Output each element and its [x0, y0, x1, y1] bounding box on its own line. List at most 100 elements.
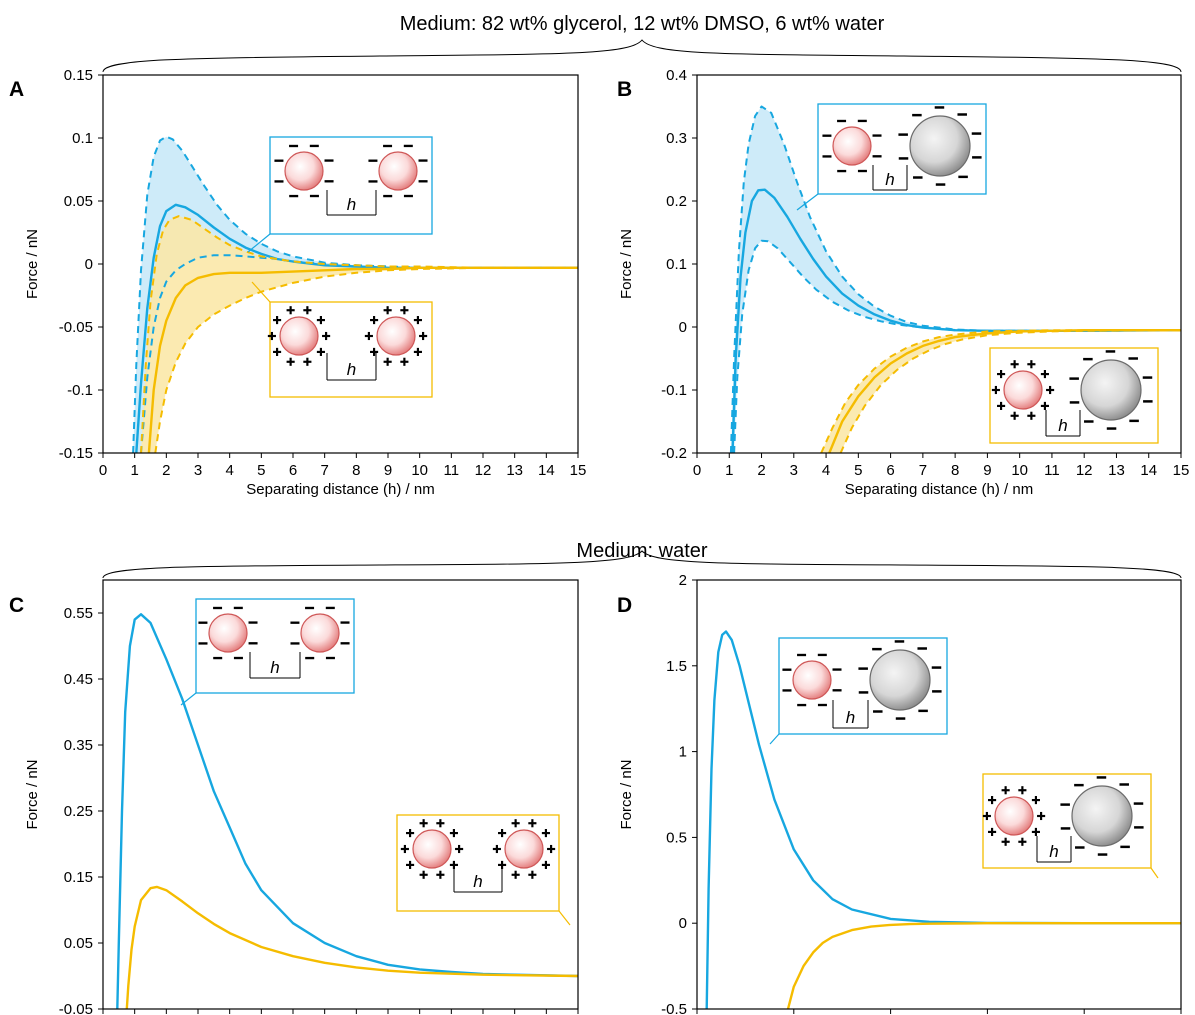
negative-charge-icon [932, 690, 942, 693]
panel-c-ytick-label: 0.35 [64, 737, 93, 754]
panel-d-blue-solid-line-0 [705, 630, 1181, 1009]
negative-charge-icon [418, 180, 428, 183]
panel-a-xtick-label: 7 [320, 462, 328, 479]
top-medium-label: Medium: 82 wt% glycerol, 12 wt% DMSO, 6 … [400, 13, 885, 35]
negative-charge-icon [832, 689, 842, 692]
negative-charge-icon [309, 144, 319, 148]
panel-b-xtick-label: 7 [919, 462, 927, 479]
negative-charge-icon [1105, 350, 1116, 353]
panel-a-negative-negative-inset: h [247, 136, 433, 253]
negative-charge-icon [248, 621, 258, 624]
negative-charge-icon [1134, 826, 1144, 829]
panel-a-xtick-label: 2 [162, 462, 170, 479]
panel-a-xtick-label: 0 [99, 462, 107, 479]
negative-charge-icon [913, 176, 923, 179]
negative-charge-icon [1133, 802, 1144, 805]
panel-c-negative-negative-inset: h [180, 598, 355, 706]
negative-charge-icon [1119, 783, 1129, 786]
negative-charge-icon [383, 144, 393, 148]
negative-charge-icon [340, 621, 350, 624]
panel-b-xtick-label: 5 [854, 462, 862, 479]
panel-b-yellow-dashed-line-5 [839, 329, 1181, 453]
negative-charge-icon [931, 666, 942, 669]
negative-charge-icon [233, 606, 243, 610]
panel-b-xlabel: Separating distance (h) / nm [845, 481, 1033, 498]
negative-charge-icon [1143, 400, 1153, 403]
negative-charge-icon [324, 159, 334, 162]
panel-a-xtick-label: 11 [444, 462, 460, 479]
panel-d-negative-gray-inset: h [769, 637, 948, 745]
negative-charge-icon [1128, 357, 1138, 360]
negative-charge-icon [858, 667, 868, 670]
panel-a-ytick-label: -0.05 [59, 319, 93, 336]
negative-charge-icon [837, 169, 847, 173]
panel-b-xtick-label: 8 [951, 462, 959, 479]
panel-d-ytick-label: 1.5 [666, 658, 687, 675]
panel-a-blue-solid-line-0 [135, 203, 578, 453]
negative-charge-icon [368, 159, 378, 162]
panel-b-negative-gray-inset: h [796, 103, 987, 211]
negative-charge-icon [872, 647, 882, 651]
panel-b-xtick-label: 12 [1076, 462, 1093, 479]
panel-a-ylabel: Force / nN [24, 229, 41, 299]
panel-a-xtick-label: 13 [506, 462, 523, 479]
negative-charge-icon [274, 159, 284, 162]
negative-particle-icon [822, 119, 882, 173]
negative-charge-icon [894, 640, 905, 643]
negative-charge-icon [213, 656, 223, 660]
panel-b-positive-gray-inset: h [989, 347, 1159, 444]
panel-d-ytick-label: 0 [679, 915, 687, 932]
panel-a-xtick-label: 3 [194, 462, 202, 479]
separation-h-label: h [347, 195, 356, 214]
gray-surface-particle-icon [1069, 350, 1153, 430]
negative-particle-icon [198, 606, 258, 660]
panel-d-ytick-label: 2 [679, 572, 687, 589]
panel-letter-a: A [9, 78, 24, 101]
negative-charge-icon [383, 194, 393, 198]
negative-charge-icon [1084, 420, 1094, 423]
negative-particle-icon [290, 606, 350, 660]
negative-charge-icon [340, 642, 350, 645]
negative-charge-icon [817, 703, 827, 707]
negative-charge-icon [858, 691, 869, 694]
panel-b-xtick-label: 10 [1011, 462, 1028, 479]
panel-a-xlabel: Separating distance (h) / nm [246, 481, 434, 498]
panel-a-ytick-label: 0.1 [72, 130, 93, 147]
negative-charge-icon [1060, 827, 1071, 830]
separation-h-label: h [846, 708, 855, 727]
panel-d-ytick-label: -0.5 [661, 1001, 687, 1015]
panel-b-xtick-label: 13 [1108, 462, 1125, 479]
negative-charge-icon [958, 175, 968, 179]
panel-c-ylabel: Force / nN [24, 759, 41, 829]
panel-a-xtick-label: 10 [411, 462, 428, 479]
panel-b-chart: 0 1 2 3 4 5 6 7 8 9 10 11 12 13 14 15-0.2-0.100.10.20.3… [618, 67, 1189, 498]
panel-b-xtick-label: 15 [1173, 462, 1190, 479]
panel-c-ytick-label: 0.15 [64, 869, 93, 886]
top-medium-brace [102, 39, 1182, 73]
positive-particle-icon [267, 306, 331, 366]
panel-a-xtick-label: 4 [225, 462, 233, 479]
negative-charge-icon [290, 642, 300, 645]
separation-h-label: h [1049, 842, 1058, 861]
panel-a-positive-positive-inset: h [251, 281, 433, 398]
negative-charge-icon [233, 656, 243, 660]
panel-b-ytick-label: 0 [679, 319, 687, 336]
gray-surface-particle-icon [858, 640, 942, 720]
panel-b-xtick-label: 9 [983, 462, 991, 479]
panel-c-ytick-label: 0.55 [64, 605, 93, 622]
negative-charge-icon [418, 159, 428, 162]
negative-particle-icon [782, 653, 842, 707]
negative-charge-icon [872, 134, 882, 137]
panel-a-blue-band [133, 136, 578, 453]
panel-a-xtick-label: 1 [130, 462, 138, 479]
negative-charge-icon [198, 642, 208, 645]
panel-a-ytick-label: 0 [85, 256, 93, 273]
positive-particle-icon [982, 786, 1046, 846]
negative-charge-icon [305, 606, 315, 610]
panel-letter-c: C [9, 594, 24, 617]
panel-a-xtick-label: 14 [538, 462, 555, 479]
negative-charge-icon [837, 119, 847, 123]
panel-d-positive-gray-inset: h [982, 773, 1159, 879]
panel-b-xtick-label: 14 [1140, 462, 1157, 479]
gray-surface-particle-icon [1060, 776, 1144, 856]
